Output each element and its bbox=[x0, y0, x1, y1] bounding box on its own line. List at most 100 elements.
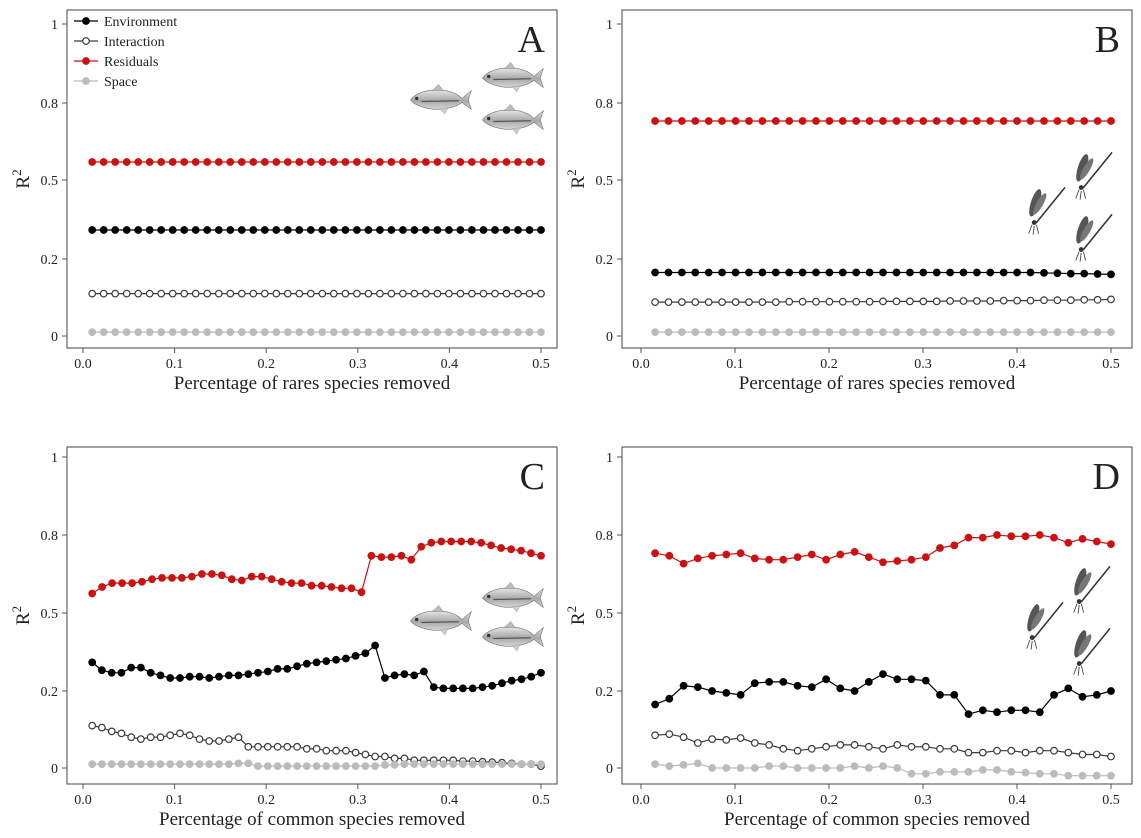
data-point bbox=[852, 268, 861, 277]
data-point bbox=[244, 670, 253, 678]
data-point bbox=[353, 289, 361, 298]
data-point bbox=[514, 328, 522, 336]
data-point bbox=[491, 328, 499, 336]
data-point bbox=[367, 551, 376, 560]
data-point bbox=[693, 759, 702, 768]
data-point bbox=[234, 759, 243, 768]
data-point bbox=[195, 735, 204, 743]
data-point bbox=[429, 760, 438, 768]
data-point bbox=[322, 762, 331, 770]
legend-label: Space bbox=[104, 75, 137, 90]
data-point bbox=[444, 158, 453, 166]
data-point bbox=[341, 289, 350, 298]
data-point bbox=[227, 575, 236, 584]
data-point bbox=[317, 581, 326, 590]
data-point bbox=[377, 553, 386, 561]
data-point bbox=[959, 268, 968, 277]
data-point bbox=[1035, 531, 1044, 539]
data-point bbox=[665, 762, 674, 770]
data-point bbox=[327, 583, 336, 591]
data-point bbox=[973, 117, 981, 125]
data-point bbox=[679, 733, 688, 742]
data-point bbox=[352, 226, 361, 234]
data-point bbox=[664, 328, 673, 336]
y-tick-label: 0.8 bbox=[596, 529, 614, 544]
data-point bbox=[691, 117, 700, 125]
data-point bbox=[283, 742, 292, 751]
data-point bbox=[302, 744, 311, 753]
x-tick-label: 0.2 bbox=[820, 357, 838, 372]
data-point bbox=[195, 672, 204, 681]
x-tick-label: 0.0 bbox=[632, 793, 650, 808]
data-point bbox=[892, 328, 901, 336]
data-point bbox=[410, 760, 419, 768]
data-point bbox=[1007, 768, 1016, 776]
data-point bbox=[329, 226, 338, 234]
data-point bbox=[277, 577, 286, 586]
data-point bbox=[993, 766, 1001, 774]
data-point bbox=[306, 226, 315, 234]
data-point bbox=[936, 768, 944, 776]
data-point bbox=[99, 289, 108, 298]
data-point bbox=[217, 571, 226, 580]
data-point bbox=[736, 734, 745, 742]
data-point bbox=[514, 158, 522, 166]
series-interaction bbox=[651, 730, 1115, 761]
data-point bbox=[433, 289, 442, 298]
data-point bbox=[157, 226, 166, 234]
x-tick-label: 0.5 bbox=[532, 793, 550, 808]
data-point bbox=[932, 117, 941, 125]
data-point bbox=[283, 226, 292, 234]
data-point bbox=[433, 226, 442, 234]
data-point bbox=[332, 762, 340, 770]
data-point bbox=[263, 742, 272, 751]
x-tick-label: 0.4 bbox=[1008, 357, 1026, 372]
data-point bbox=[906, 117, 914, 125]
panel-letter: A bbox=[518, 19, 546, 61]
data-point bbox=[97, 723, 106, 732]
data-point bbox=[272, 226, 281, 234]
data-point bbox=[437, 537, 446, 546]
data-point bbox=[1092, 771, 1101, 780]
data-point bbox=[527, 549, 535, 558]
data-point bbox=[964, 533, 973, 542]
data-point bbox=[145, 226, 154, 234]
data-point bbox=[224, 760, 233, 768]
data-point bbox=[779, 555, 788, 564]
y-tick-label: 0.8 bbox=[596, 97, 614, 112]
data-point bbox=[98, 666, 106, 675]
data-point bbox=[387, 289, 396, 298]
panel-frame bbox=[621, 446, 1133, 785]
x-tick-label: 0.3 bbox=[349, 793, 367, 808]
data-point bbox=[444, 328, 453, 336]
data-point bbox=[993, 531, 1001, 539]
data-point bbox=[329, 289, 338, 298]
y-tick-label: 0 bbox=[606, 330, 613, 345]
data-point bbox=[88, 721, 97, 730]
data-point bbox=[263, 762, 272, 770]
data-point bbox=[919, 328, 928, 336]
data-point bbox=[1066, 269, 1075, 278]
data-point bbox=[892, 117, 901, 125]
data-point bbox=[477, 538, 486, 547]
data-point bbox=[166, 760, 175, 768]
data-point bbox=[421, 328, 430, 336]
data-point bbox=[214, 226, 223, 234]
data-point bbox=[467, 158, 476, 166]
data-point bbox=[678, 268, 686, 277]
data-point bbox=[1092, 750, 1101, 759]
data-point bbox=[387, 328, 396, 336]
legend-item-environment: Environment bbox=[74, 15, 177, 30]
data-point bbox=[397, 551, 406, 560]
data-point bbox=[836, 550, 845, 559]
data-point bbox=[950, 744, 959, 753]
data-point bbox=[88, 658, 97, 667]
data-point bbox=[390, 761, 399, 769]
data-point bbox=[88, 158, 97, 166]
data-point bbox=[964, 768, 973, 776]
data-point bbox=[502, 289, 511, 298]
data-point bbox=[168, 226, 177, 234]
series-interaction bbox=[651, 295, 1115, 307]
data-point bbox=[479, 289, 488, 298]
data-point bbox=[237, 158, 246, 166]
